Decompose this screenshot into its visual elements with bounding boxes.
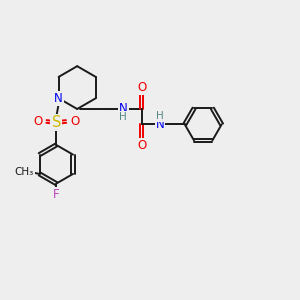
Text: H: H <box>156 111 164 121</box>
Text: CH₃: CH₃ <box>14 167 34 176</box>
Text: O: O <box>137 81 146 94</box>
Text: H: H <box>119 112 127 122</box>
Text: S: S <box>52 115 61 130</box>
Text: F: F <box>53 188 60 201</box>
Text: N: N <box>54 92 63 105</box>
Text: O: O <box>137 139 146 152</box>
Text: N: N <box>156 118 164 131</box>
Text: O: O <box>33 115 43 128</box>
Text: O: O <box>70 115 79 128</box>
Text: N: N <box>119 103 128 116</box>
